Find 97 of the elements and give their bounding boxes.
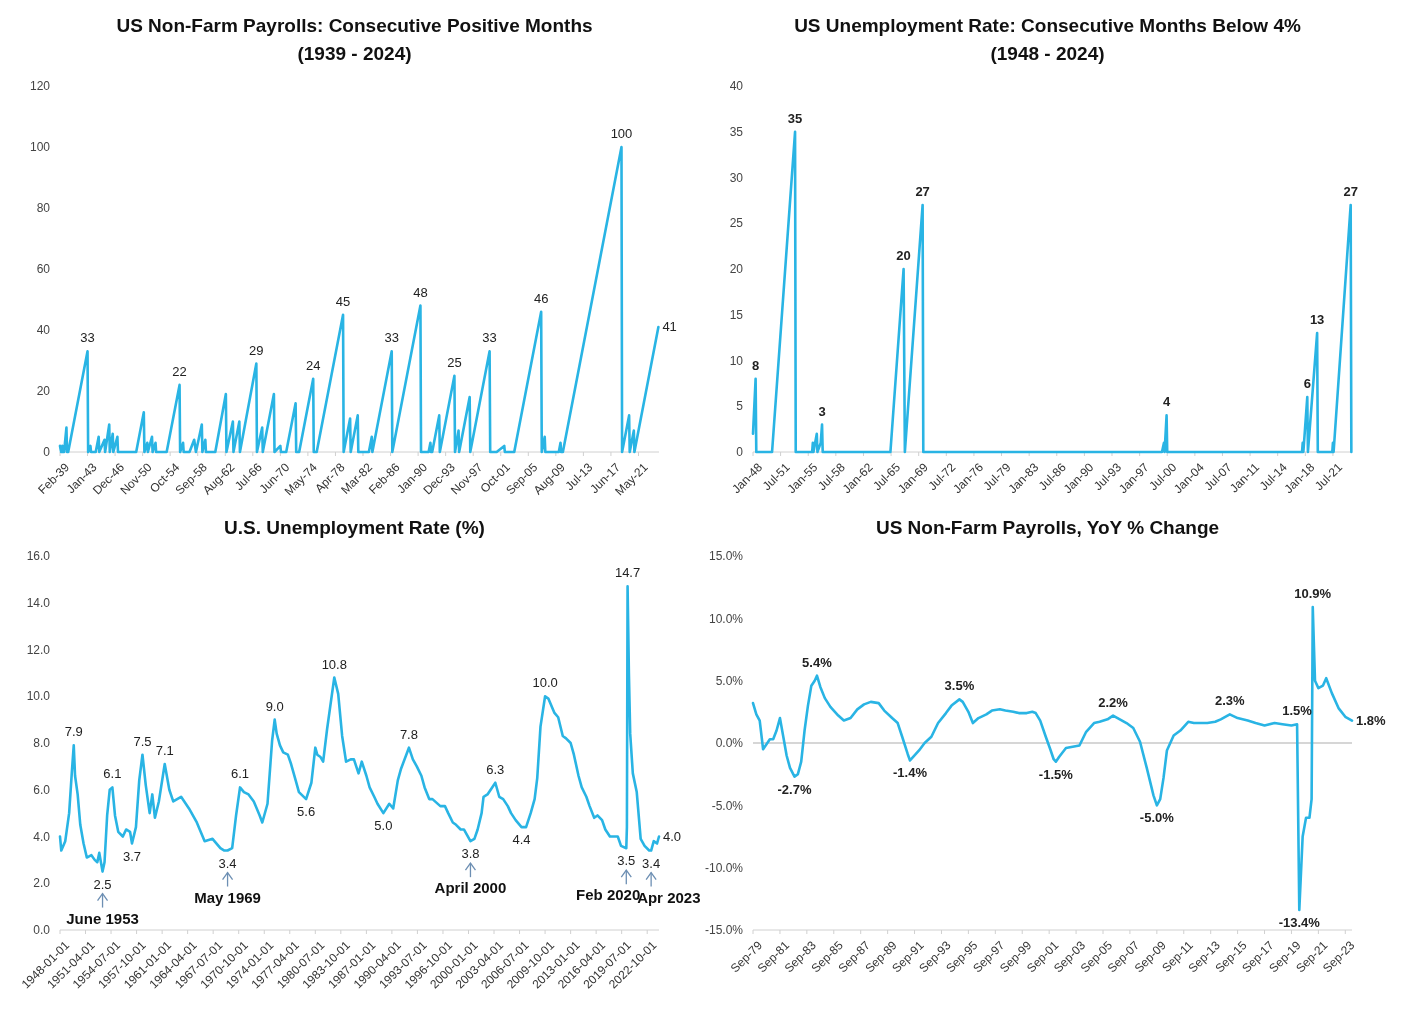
y-tick-label: 5.0% [715,673,744,688]
y-tick-label: 100 [29,140,51,155]
data-label: 3 [818,403,826,419]
chart-title: U.S. Unemployment Rate (%) [224,517,485,538]
data-label: 33 [80,330,95,346]
data-label: 27 [1343,183,1358,199]
data-label: 33 [482,330,497,346]
data-label: 1.8% [1356,712,1387,728]
data-label: 4.0 [663,828,682,844]
y-tick-label: 10.0 [26,689,51,704]
y-tick-label: 8.0 [33,736,51,751]
data-label: 7.1 [155,743,174,759]
data-label: 48 [413,284,428,300]
data-label: -2.7% [777,781,812,797]
data-label: 24 [305,357,321,373]
y-tick-label: 15 [729,307,744,322]
y-tick-label: 35 [729,124,744,139]
y-tick-label: 80 [36,201,51,216]
data-label: 3.5 [617,853,636,869]
data-label: 2.3% [1214,693,1246,709]
data-label: 4 [1162,394,1171,410]
data-label: 10.9% [1294,586,1332,602]
data-label: 35 [787,110,803,126]
data-label: 7.8 [399,726,418,742]
line-series [58,145,660,454]
y-tick-label: 10.0% [708,611,744,626]
y-tick-label: -10.0% [704,860,744,875]
annotation: April 2000 [434,879,507,897]
y-tick-label: 15.0% [708,549,744,564]
annotation: May 1969 [194,888,261,906]
data-label: 20 [896,248,911,263]
data-label: 5.4% [802,654,833,670]
y-tick-label: 5 [736,399,744,414]
data-label: 25 [447,354,462,370]
data-label: 5.0 [374,818,393,834]
data-label: 29 [249,342,264,358]
data-label: 3.4 [642,855,661,871]
y-tick-label: 0 [43,445,51,460]
data-label: 10.8 [321,656,347,672]
chart-title: US Non-Farm Payrolls: Consecutive Positive Months [116,15,593,36]
data-label: 5.6 [297,804,316,820]
y-tick-label: 60 [36,262,51,277]
y-tick-label: 6.0 [33,782,51,797]
data-label: 6 [1303,376,1311,392]
data-label: 14.7 [614,565,641,581]
y-tick-label: 0.0% [715,736,744,751]
data-label: 7.5 [133,733,152,749]
y-tick-label: 20 [36,384,51,399]
data-label: 7.9 [64,724,83,740]
data-label: 3.7 [122,848,142,864]
line-series [58,585,661,873]
data-label: 10.0 [532,675,558,691]
data-label: 6.1 [230,766,250,782]
y-tick-label: 14.0 [26,595,51,610]
data-label: 27 [915,183,930,199]
y-tick-label: 2.0 [33,876,51,891]
data-label: 100 [610,126,633,141]
data-label: 2.2% [1098,694,1129,710]
y-tick-label: 0 [736,445,744,460]
data-label: -5.0% [1139,810,1175,826]
y-tick-label: 10 [729,353,744,368]
y-tick-label: 25 [729,216,744,231]
data-label: -1.4% [893,765,928,781]
y-tick-label: 120 [29,79,51,94]
data-label: 22 [172,363,187,379]
y-tick-label: 30 [729,170,744,185]
data-label: 9.0 [265,698,284,714]
data-label: 13 [1309,312,1325,328]
data-label: 3.5% [944,678,975,694]
data-label: 41 [662,318,677,334]
data-label: 45 [335,293,351,309]
data-label: 33 [384,330,399,346]
y-tick-label: 20 [729,262,744,277]
chart-subtitle: (1948 - 2024) [990,43,1105,64]
data-label: 3.8 [461,846,480,862]
chart-title: US Non-Farm Payrolls, YoY % Change [875,517,1220,538]
y-tick-label: 40 [729,79,744,94]
y-tick-label: 16.0 [26,549,51,564]
y-tick-label: -5.0% [711,798,744,813]
chart-title: US Unemployment Rate: Consecutive Months Below 4% [794,15,1301,36]
data-label: 46 [533,290,549,306]
data-label: 4.4 [512,832,531,848]
y-tick-label: 12.0 [26,642,51,657]
chart-subtitle: (1939 - 2024) [297,43,412,64]
data-label: 2.5 [93,876,112,892]
y-tick-label: 0.0 [33,923,51,938]
y-tick-label: 40 [36,323,51,338]
data-label: 6.3 [486,761,505,777]
data-label: -13.4% [1278,915,1321,931]
data-label: 3.4 [218,855,237,871]
y-tick-label: 4.0 [33,829,51,844]
y-tick-label: -15.0% [704,923,744,938]
data-label: 8 [752,357,760,373]
data-label: 6.1 [103,766,122,782]
annotation: June 1953 [66,909,139,927]
data-label: -1.5% [1038,766,1074,782]
line-series [751,605,1354,912]
